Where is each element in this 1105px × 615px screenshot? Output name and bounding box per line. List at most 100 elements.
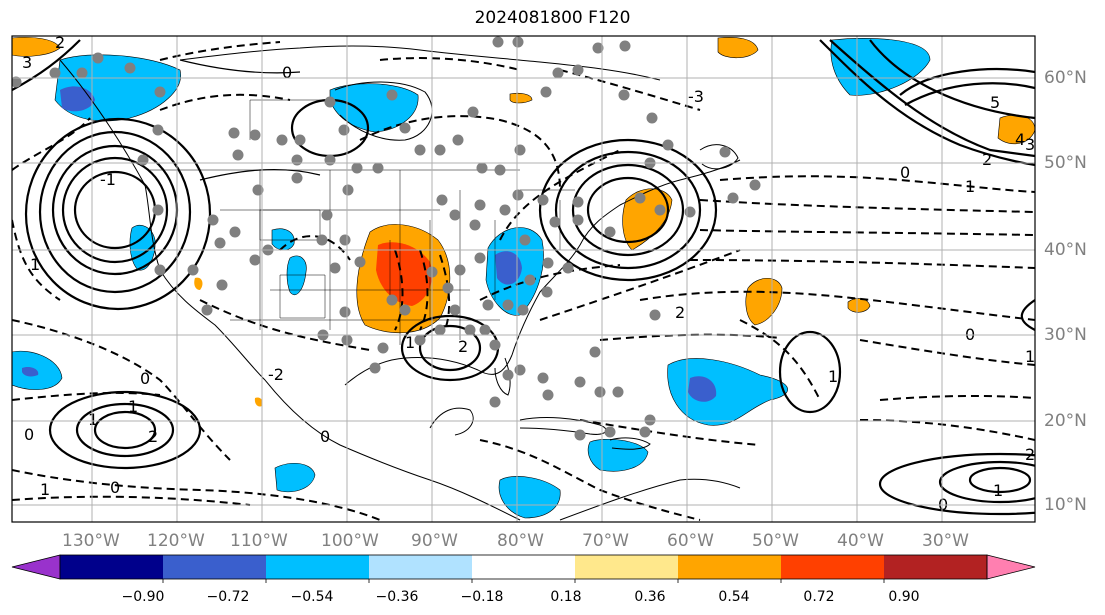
shade-orange-ne [622,188,673,251]
lat-tick-label: 20°N [1044,411,1087,431]
station-dot [449,209,461,221]
colorbar-tick-label: 0.36 [634,589,665,605]
station-dot [541,286,553,298]
shade-orange-small1 [254,397,263,407]
station-dot [572,64,584,76]
colorbar-segment [60,555,164,579]
station-dot [562,262,574,274]
station-dot [76,67,88,79]
contour-label: 5 [990,93,1000,112]
lon-tick-label: 70°W [582,531,629,551]
station-dot [684,206,696,218]
colorbar-tick-label: 0.54 [718,589,749,605]
station-dot [399,304,411,316]
station-dot [514,364,526,376]
station-dot [604,226,616,238]
station-dot [442,282,454,294]
station-dot [124,62,136,74]
station-dot [436,194,448,206]
station-dot [492,36,504,48]
station-dot [502,369,514,381]
contour-label: -2 [268,365,284,384]
station-dot [291,172,303,184]
station-dot [339,306,351,318]
station-dot [719,146,731,158]
lon-tick-label: 120°W [147,531,205,551]
lat-labels: 60°N 50°N 40°N 30°N 20°N 10°N [1044,68,1087,515]
station-dot [452,134,464,146]
station-dot [354,256,366,268]
contour-label: 0 [110,478,120,497]
station-dot [727,192,739,204]
station-dot [414,334,426,346]
contours-solid [12,39,1035,516]
colorbar-tick-label: −0.36 [376,589,419,605]
station-dot [634,192,646,204]
station-dot [549,216,561,228]
colorbar-segment [163,555,267,579]
station-dot [612,386,624,398]
contour-label: 4 [1015,130,1025,149]
colorbar-segment [472,555,576,579]
contour-label: 0 [320,427,330,446]
shade-orange-top1 [717,37,759,59]
station-dot [749,179,761,191]
colorbar-tick-labels: −0.90 −0.72 −0.54 −0.36 −0.18 0.18 0.36 … [122,589,920,605]
lat-tick-label: 50°N [1044,153,1087,173]
station-dot [589,346,601,358]
lat-tick-label: 60°N [1044,68,1087,88]
shade-blue-rockies2 [286,255,307,296]
station-dot [152,124,164,136]
lon-tick-label: 50°W [752,531,799,551]
station-dot [572,214,584,226]
coast-newfoundland [699,144,739,170]
station-dot [489,396,501,408]
station-dot [618,89,630,101]
station-dot [514,144,526,156]
station-dot [542,257,554,269]
colorbar-segment [781,555,885,579]
contour-label: -3 [688,87,704,106]
shade-blue-mid-atl-core [688,376,717,402]
station-dot [201,304,213,316]
lat-tick-label: 10°N [1044,495,1087,515]
station-dot [499,204,511,216]
lon-tick-label: 100°W [321,531,379,551]
station-dot [12,76,22,88]
station-dot [467,106,479,118]
station-dot [399,122,411,134]
map-area: 3 2 1 0 -1 -2 -3 5 4 3 2 1 0 1 0 0 1 2 1… [12,36,1035,521]
colorbar-tick-label: −0.90 [122,589,165,605]
colorbar-segment [884,555,988,579]
shade-blue-natl [830,38,931,96]
station-dot [294,134,306,146]
station-dot [542,389,554,401]
contour-label: 0 [900,163,910,182]
station-dot [619,40,631,52]
colorbar-segment [369,555,473,579]
station-dot [482,299,494,311]
shade-orange-mid1 [745,277,783,326]
station-dot [316,234,328,246]
station-dot [291,154,303,166]
station-dot [649,309,661,321]
shade-orange-top2 [509,92,533,104]
lon-labels: 130°W 120°W 110°W 100°W 90°W 80°W 70°W 6… [62,531,969,551]
station-dot [214,237,226,249]
station-dot [654,204,666,216]
station-dot [386,89,398,101]
contour-label: 0 [24,425,34,444]
station-dot [639,426,651,438]
station-dot [49,67,61,79]
contour-label: 3 [22,53,32,72]
station-dot [249,129,261,141]
colorbar-extend-max [986,554,1036,580]
lon-tick-label: 110°W [230,531,288,551]
station-dot [537,194,549,206]
station-dot [540,86,552,98]
station-dot [154,86,166,98]
station-dot [229,226,241,238]
shade-orange-topleft [12,37,61,57]
station-dot [644,414,656,426]
